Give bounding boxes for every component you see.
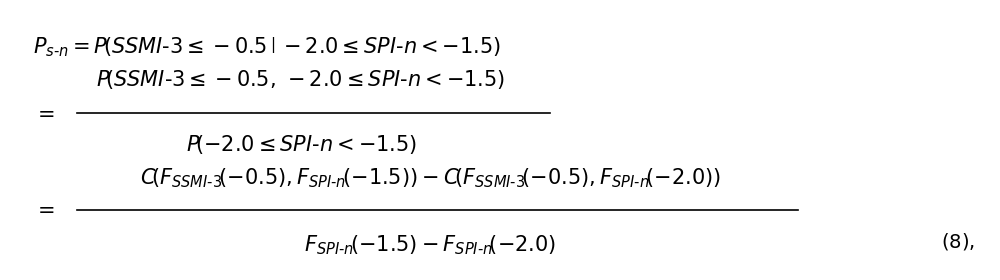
Text: $=$: $=$: [33, 104, 54, 123]
Text: $F_{\mathit{SPI}\text{-}n}\!\left(-1.5\right) - F_{\mathit{SPI}\text{-}n}\!\left: $F_{\mathit{SPI}\text{-}n}\!\left(-1.5\r…: [304, 234, 556, 258]
Text: $P\!\left(\mathit{SSMI}\text{-}3 \leq -0.5,\,-2.0 \leq \mathit{SPI}\text{-}n < -: $P\!\left(\mathit{SSMI}\text{-}3 \leq -0…: [96, 68, 506, 91]
Text: $C\!\left(F_{\mathit{SSMI}\text{-}3}\!\left(-0.5\right),F_{\mathit{SPI}\text{-}n: $C\!\left(F_{\mathit{SSMI}\text{-}3}\!\l…: [140, 167, 721, 190]
Text: $\mathit{P}_{s\text{-}n} = P\!\left(\mathit{SSMI}\text{-}3 \leq -0.5\,\middle|\,: $\mathit{P}_{s\text{-}n} = P\!\left(\mat…: [33, 36, 501, 59]
Text: $P\!\left(-2.0 \leq \mathit{SPI}\text{-}n < -1.5\right)$: $P\!\left(-2.0 \leq \mathit{SPI}\text{-}…: [186, 133, 417, 156]
Text: $(8),$: $(8),$: [941, 231, 974, 252]
Text: $=$: $=$: [33, 200, 54, 220]
